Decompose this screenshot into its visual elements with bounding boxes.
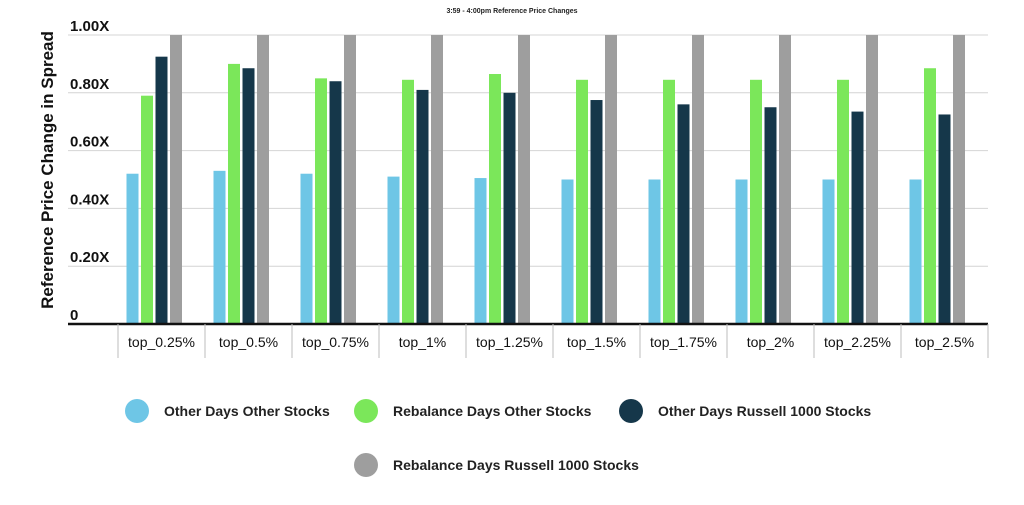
bar [953,35,965,324]
bar [909,179,922,324]
bar [416,89,429,324]
x-tick-label: top_0.5% [219,334,278,350]
bar [648,179,661,324]
bar [141,95,153,324]
bar [938,114,951,324]
bar [518,35,530,324]
bar [692,35,704,324]
bar [315,78,327,324]
bar [663,79,675,324]
bar [344,35,356,324]
y-tick-label: 0.80X [70,76,109,93]
bar [170,35,182,324]
bar [851,111,864,325]
legend-swatch [354,399,378,423]
bar [489,74,501,324]
y-tick-labels: 0 0.20X 0.40X 0.60X 0.80X 1.00X [70,18,109,324]
bar [605,35,617,324]
bar [779,35,791,324]
bar [866,35,878,324]
bar [474,178,487,324]
bars [126,35,965,325]
bar [590,100,603,325]
bar [503,92,516,324]
bar [155,56,168,325]
chart-title: 3:59 - 4:00pm Reference Price Changes [446,8,577,15]
bar [431,35,443,324]
bar [213,170,226,324]
legend-label: Rebalance Days Russell 1000 Stocks [393,457,639,473]
x-tick-label: top_0.75% [302,334,369,350]
x-tick-label: top_2% [747,334,794,350]
x-tick-label: top_1% [399,334,446,350]
bar [576,79,588,324]
legend-swatch [125,399,149,423]
bar [329,81,342,325]
legend: Other Days Other Stocks Rebalance Days Ot… [125,399,871,477]
x-tick-label: top_1.75% [650,334,717,350]
bar [228,63,240,325]
bar [300,173,313,324]
bar [561,179,574,324]
legend-label: Other Days Russell 1000 Stocks [658,403,871,419]
bar [677,104,690,324]
y-axis-label: Reference Price Change in Spread [38,31,57,309]
y-tick-label: 0 [70,307,78,324]
bar [126,173,139,324]
bar [750,79,762,324]
x-tick-label: top_1.5% [567,334,626,350]
bar [387,176,400,324]
bar [257,35,269,324]
axes [68,322,989,358]
bar [837,79,849,324]
y-tick-label: 0.40X [70,191,109,208]
x-tick-label: top_2.25% [824,334,891,350]
y-tick-label: 1.00X [70,18,109,35]
x-tick-label: top_0.25% [128,334,195,350]
bar [764,107,777,324]
y-tick-label: 0.20X [70,249,109,266]
x-tick-label: top_1.25% [476,334,543,350]
legend-swatch [354,453,378,477]
bar [735,179,748,324]
y-tick-label: 0.60X [70,134,109,151]
legend-swatch [619,399,643,423]
legend-label: Rebalance Days Other Stocks [393,403,592,419]
bar [924,68,936,324]
x-tick-labels: top_0.25% top_0.5% top_0.75% top_1% top_1.25… [128,334,974,350]
bar [822,179,835,324]
legend-label: Other Days Other Stocks [164,403,330,419]
x-tick-label: top_2.5% [915,334,974,350]
bar [242,68,255,324]
bar [402,79,414,324]
